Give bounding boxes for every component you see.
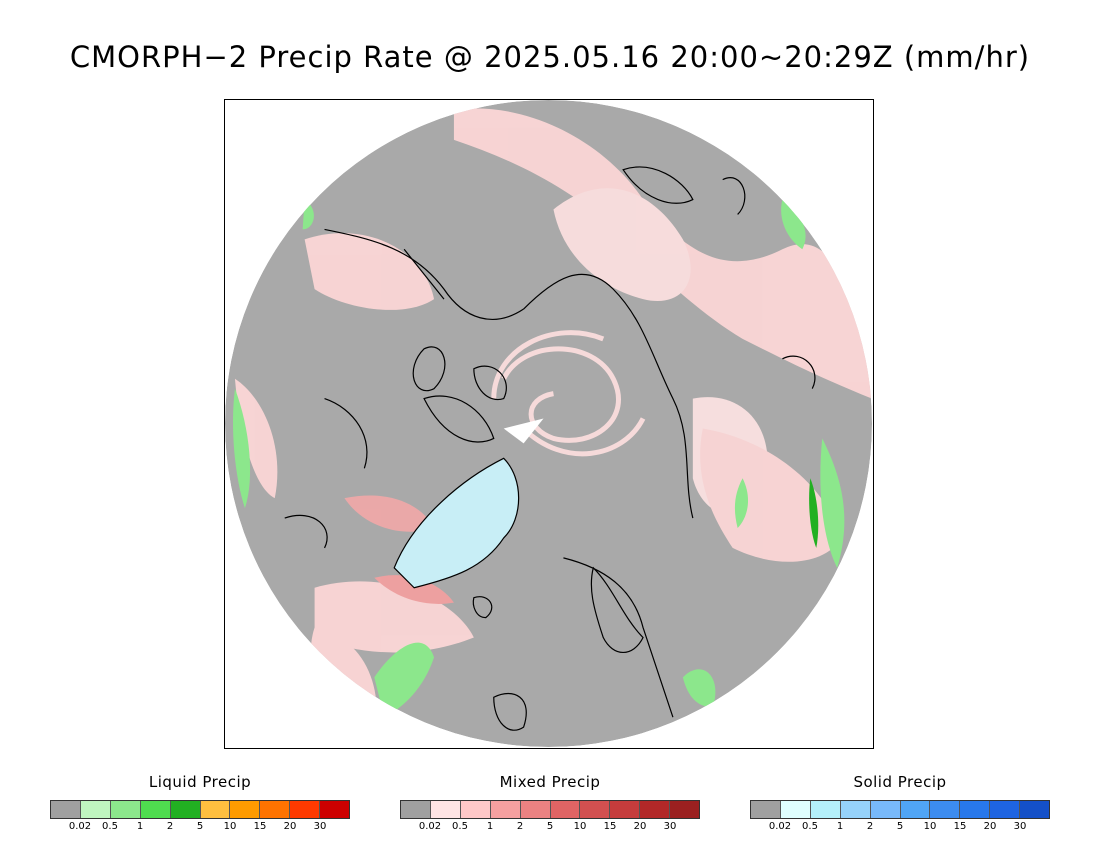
tick-label: 20 [283,821,297,832]
color-swatch [990,801,1021,818]
coastlines [284,166,816,731]
tick-label: 5 [196,821,204,832]
tick-label: 0.02 [68,821,92,832]
tick-label: 1 [136,821,144,832]
color-swatch [490,801,521,818]
color-swatch [230,801,261,818]
legend-title: Mixed Precip [499,773,601,791]
color-swatch [640,801,671,818]
color-swatch [580,801,611,818]
color-scale [400,800,700,819]
color-swatch [610,801,641,818]
color-swatch [320,801,350,818]
tick-labels: 0.02 0.5 1 2 5 10 15 20 30 [400,821,700,835]
tick-label: 0.5 [802,821,818,832]
polar-map [225,100,872,747]
color-swatch [1020,801,1050,818]
liquid-heavy-area [809,478,819,548]
color-swatch [430,801,461,818]
legend-solid: Solid Precip 0.02 0.5 1 2 5 10 15 20 30 [750,772,1050,835]
color-swatch [840,801,871,818]
color-swatch [260,801,291,818]
color-swatch [960,801,991,818]
tick-label: 15 [953,821,967,832]
tick-label: 0.5 [102,821,118,832]
tick-label: 1 [486,821,494,832]
color-swatch [670,801,700,818]
tick-label: 10 [223,821,237,832]
polar-swirl [491,330,646,457]
color-swatch [810,801,841,818]
tick-label: 2 [516,821,524,832]
color-swatch [200,801,231,818]
map-title: CMORPH−2 Precip Rate @ 2025.05.16 20:00~… [69,40,1031,74]
legend-mixed: Mixed Precip 0.02 0.5 1 2 5 10 15 20 30 [400,772,700,835]
color-swatch [110,801,141,818]
greenland-solid-precip [393,457,520,589]
color-swatch [140,801,171,818]
tick-label: 10 [923,821,937,832]
tick-label: 30 [313,821,327,832]
color-swatch [290,801,321,818]
color-swatch [80,801,111,818]
tick-label: 2 [166,821,174,832]
color-swatch [751,801,781,818]
tick-label: 2 [866,821,874,832]
tick-label: 0.02 [418,821,442,832]
color-swatch [460,801,491,818]
color-swatch [401,801,431,818]
tick-labels: 0.02 0.5 1 2 5 10 15 20 30 [50,821,350,835]
color-scale [50,800,350,819]
tick-label: 20 [633,821,647,832]
tick-label: 30 [663,821,677,832]
color-swatch [900,801,931,818]
legend-title: Liquid Precip [148,773,252,791]
color-swatch [930,801,961,818]
color-swatch [550,801,581,818]
liquid-precip-areas [233,199,845,718]
color-swatch [51,801,81,818]
map-frame [224,99,874,749]
tick-label: 1 [836,821,844,832]
tick-label: 20 [983,821,997,832]
tick-label: 0.02 [768,821,792,832]
color-scale [750,800,1050,819]
missing-data-wedge [503,418,544,444]
tick-label: 10 [573,821,587,832]
color-swatch [520,801,551,818]
tick-label: 5 [546,821,554,832]
legend-liquid: Liquid Precip 0.02 0.5 1 2 5 10 15 20 30 [50,772,350,835]
tick-label: 5 [896,821,904,832]
tick-label: 15 [603,821,617,832]
legend-title: Solid Precip [853,773,947,791]
tick-label: 0.5 [452,821,468,832]
color-swatch [870,801,901,818]
tick-label: 15 [253,821,267,832]
color-swatch [780,801,811,818]
tick-label: 30 [1013,821,1027,832]
color-swatch [170,801,201,818]
tick-labels: 0.02 0.5 1 2 5 10 15 20 30 [750,821,1050,835]
